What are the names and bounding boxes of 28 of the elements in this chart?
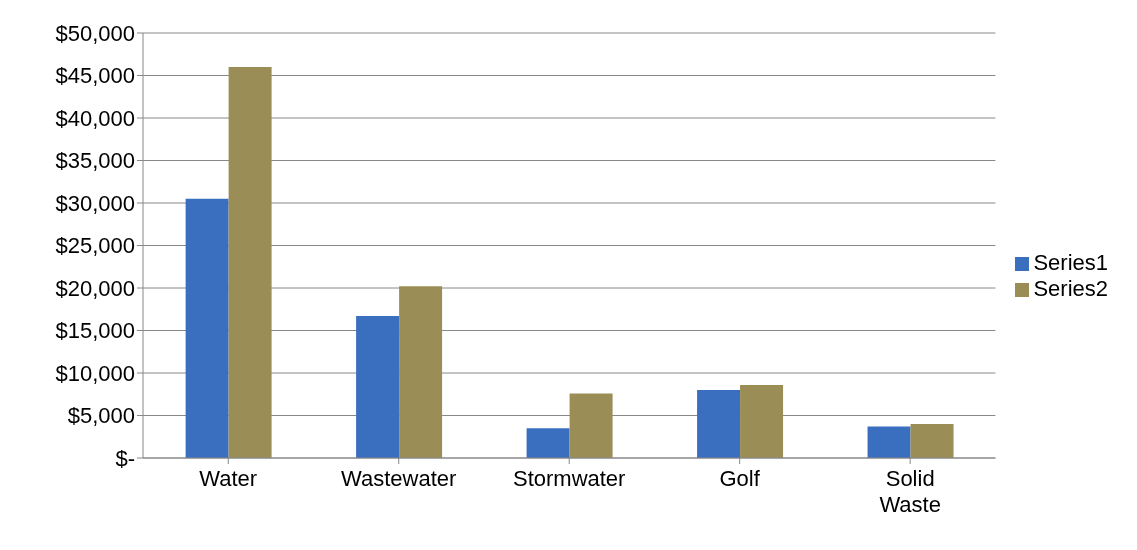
- bar: [228, 67, 272, 458]
- y-tick-label: $35,000: [55, 148, 135, 174]
- x-tick-label: Water: [199, 466, 258, 491]
- bar: [867, 426, 911, 458]
- bar: [399, 286, 443, 458]
- y-tick-label: $5,000: [67, 403, 135, 429]
- y-tick-label: $20,000: [55, 275, 135, 301]
- y-tick-label: $30,000: [55, 190, 135, 216]
- bar: [910, 424, 954, 458]
- bar: [356, 316, 400, 458]
- y-tick-label: $-: [115, 445, 135, 471]
- bar: [697, 390, 741, 458]
- y-tick-label: $45,000: [55, 63, 135, 89]
- bar: [740, 384, 784, 458]
- bar: [526, 428, 570, 458]
- x-tick-label: Golf: [719, 466, 761, 491]
- bar: [185, 198, 229, 458]
- bar: [569, 393, 613, 458]
- y-tick-label: $25,000: [55, 233, 135, 259]
- y-tick-label: $50,000: [55, 20, 135, 46]
- y-tick-label: $15,000: [55, 318, 135, 344]
- x-tick-label: Stormwater: [512, 466, 626, 491]
- legend-label: Series1: [1033, 249, 1108, 275]
- x-tick-label: Solid Waste: [879, 466, 941, 517]
- x-tick-label: Wastewater: [341, 466, 457, 491]
- legend-label: Series2: [1033, 275, 1108, 301]
- y-tick-label: $10,000: [55, 360, 135, 386]
- y-tick-label: $40,000: [55, 105, 135, 131]
